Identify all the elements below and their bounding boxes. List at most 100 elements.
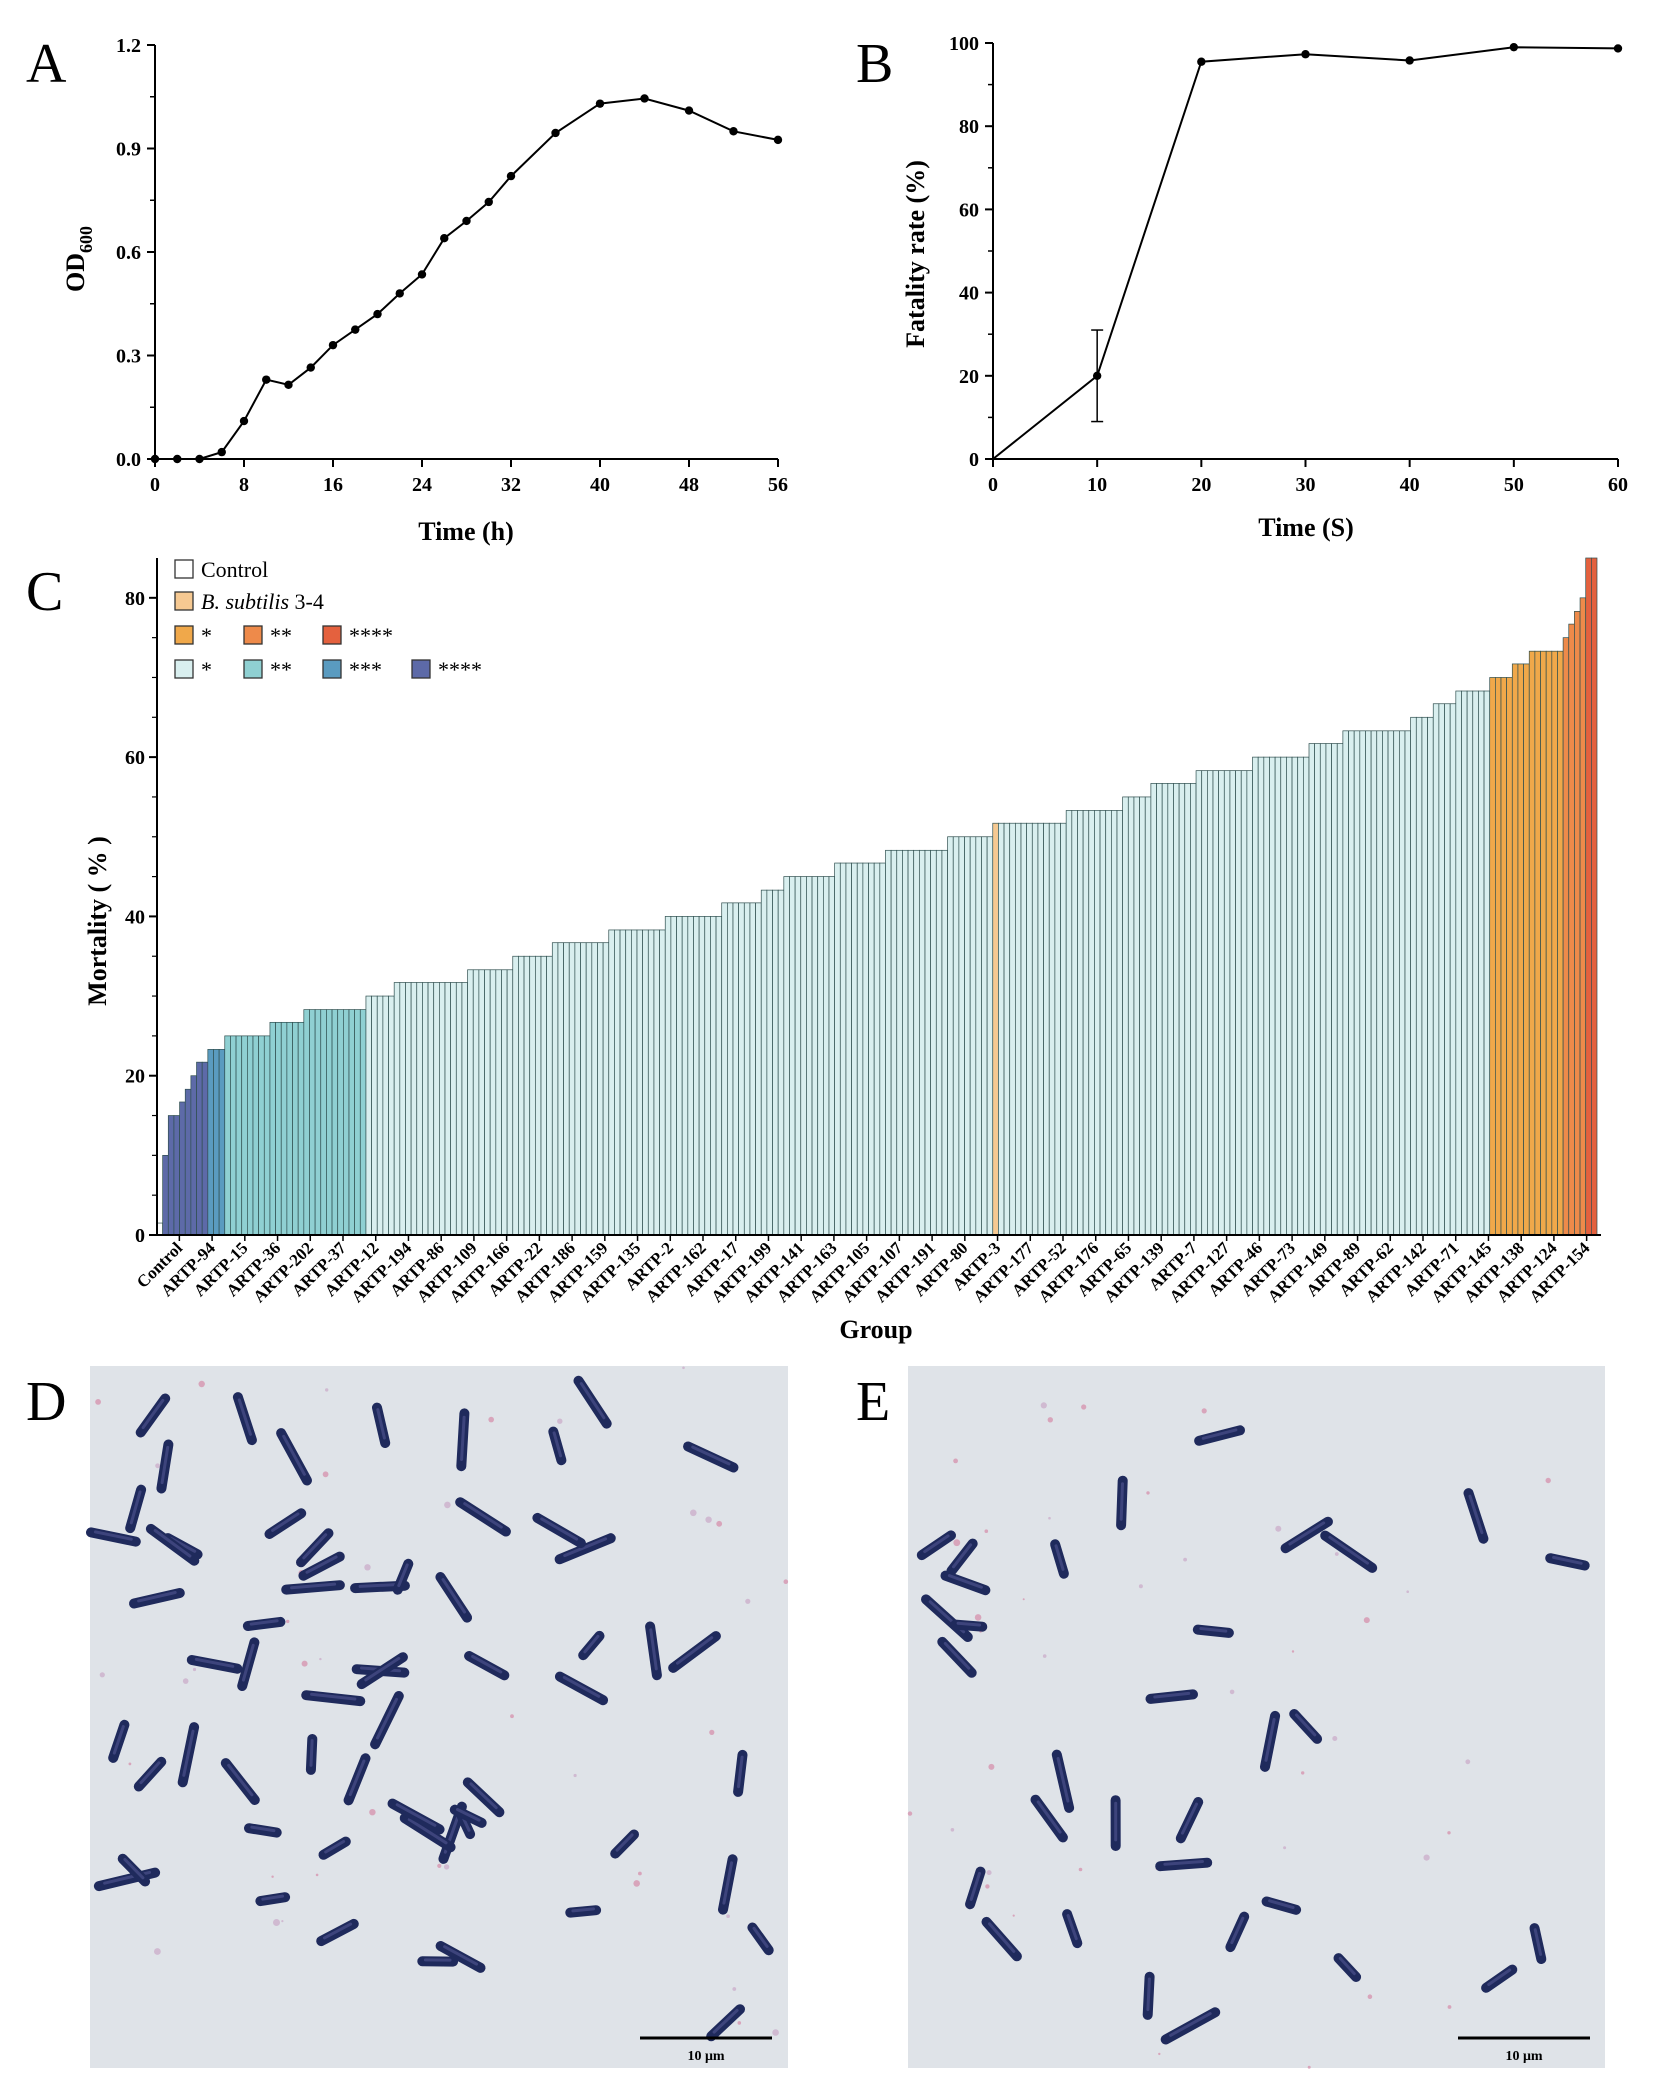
micrograph-d-bacterium-highlight [407, 1818, 448, 1845]
bar-down1 [698, 916, 706, 1236]
micrograph-d-bacterium-highlight [194, 1657, 235, 1668]
panel-c-axes: 020406080ControlARTP-94ARTP-15ARTP-36ART… [125, 558, 1601, 1306]
micrograph-e-bacterium-highlight [1268, 1899, 1295, 1909]
legend-entry-6: ** [270, 657, 292, 682]
bar-down2 [354, 1009, 361, 1236]
micrograph-e-bacterium-highlight [1054, 1544, 1065, 1571]
bar-down1 [444, 982, 452, 1236]
bar-down2 [309, 1009, 316, 1236]
bar-up1 [1494, 677, 1502, 1236]
panel-a-x-tick-label: 24 [412, 474, 432, 496]
bar-down1 [783, 876, 790, 1236]
bar-down2 [241, 1035, 248, 1236]
panel-b-series [992, 42, 1623, 460]
bar-down1 [732, 902, 740, 1236]
micrograph-e-debris [953, 1458, 958, 1464]
bar-down1 [1037, 822, 1044, 1236]
bar-down1 [659, 929, 666, 1236]
bar-down1 [981, 836, 988, 1236]
panel-b-data-point [1613, 44, 1623, 53]
panel-b-x-axis-title: Time (S) [1258, 513, 1354, 542]
panel-letter-d: D [26, 1371, 66, 1433]
micrograph-d-debris [322, 1471, 329, 1478]
panel-a-x-tick-label: 16 [323, 474, 343, 496]
micrograph-d-bacterium-highlight [441, 1578, 466, 1614]
micrograph-e-bacterium-highlight [1066, 1914, 1078, 1941]
bar-down1 [958, 836, 965, 1236]
micrograph-d-bacterium-highlight [182, 1729, 195, 1777]
bar-down1 [1094, 810, 1101, 1236]
bar-down1 [710, 916, 717, 1236]
bar-down1 [614, 929, 621, 1236]
bar-down1 [647, 929, 655, 1236]
bar-down1 [467, 969, 474, 1236]
bar-down2 [275, 1021, 282, 1236]
panel-d-micrograph: D 10 μm [26, 1366, 789, 2068]
bar-down1 [896, 849, 903, 1236]
bar-down1 [918, 849, 926, 1236]
micrograph-e-debris [1040, 1402, 1047, 1409]
bar-down1 [726, 902, 734, 1236]
bar-up4 [1590, 557, 1598, 1236]
micrograph-d-bacterium-highlight [302, 1533, 328, 1560]
panel-b-x-tick-label: 40 [1400, 474, 1420, 496]
bar-down4 [184, 1088, 192, 1236]
legend-swatch-up4 [322, 625, 342, 645]
micrograph-d-bacterium-highlight [571, 1907, 595, 1913]
micrograph-d-debris [745, 1598, 751, 1604]
bar-down1 [856, 862, 864, 1236]
legend-swatch-control [174, 559, 194, 579]
bar-down1 [1173, 783, 1180, 1236]
micrograph-d-debris [705, 1516, 712, 1523]
panel-e-micrograph: E 10 μm [856, 1366, 1605, 2069]
bar-down1 [755, 902, 762, 1236]
micrograph-d-debris [732, 1987, 737, 1991]
panel-b-y-tick-label: 80 [959, 116, 979, 138]
micrograph-e-debris [1078, 1867, 1083, 1872]
bar-down1 [410, 982, 418, 1236]
legend-swatch-up2 [243, 625, 263, 645]
legend-entry-text: ** [270, 623, 292, 648]
panel-a-y-axis-title-main: OD [61, 253, 90, 292]
bar-down1 [1206, 770, 1214, 1236]
micrograph-e-bacterium-highlight [943, 1642, 971, 1670]
bar-down1 [1274, 756, 1282, 1236]
micrograph-d-bacterium-highlight [722, 1861, 734, 1905]
micrograph-d-bacterium-highlight [250, 1825, 276, 1833]
micrograph-d-bacterium-highlight [540, 1517, 579, 1541]
micrograph-e-debris [1447, 2005, 1452, 2009]
micrograph-d-bacterium-highlight [123, 1858, 145, 1880]
bar-down2 [343, 1009, 350, 1236]
micrograph-d-debris [488, 1416, 495, 1423]
micrograph-d-bacterium-highlight [460, 1415, 466, 1461]
bar-down4 [201, 1061, 209, 1236]
bar-down1 [512, 955, 519, 1236]
bar-down2 [297, 1021, 305, 1236]
panel-c-y-tick-label: 60 [125, 747, 145, 769]
micrograph-d-debris [737, 2021, 742, 2025]
bar-down1 [1201, 770, 1208, 1236]
panel-a-data-point [484, 197, 493, 207]
panel-a-data-point [684, 106, 694, 115]
bar-down1 [1478, 690, 1485, 1236]
micrograph-d-debris [772, 2029, 779, 2036]
micrograph-d-bacterium-highlight [583, 1634, 600, 1654]
micrograph-e-debris [1047, 1417, 1054, 1423]
bar-down1 [625, 929, 632, 1236]
bar-down1 [1003, 822, 1011, 1236]
bar-down1 [365, 995, 372, 1236]
panel-a-data-point [640, 94, 649, 103]
panel-a-x-axis-title: Time (h) [418, 517, 514, 546]
bar-down1 [687, 916, 694, 1236]
panel-a-y-axis-title-subscript: 600 [76, 226, 96, 253]
bar-down1 [794, 876, 802, 1236]
legend-swatch-b_subtilis [174, 591, 194, 611]
micrograph-d-bacterium-highlight [752, 1926, 769, 1948]
bar-down3 [218, 1049, 226, 1236]
bar-down1 [1139, 796, 1146, 1236]
bar-down1 [1246, 770, 1253, 1236]
panel-a-x-tick-label: 0 [150, 474, 160, 496]
micrograph-e-bacterium-highlight [1487, 1968, 1512, 1986]
panel-c-y-tick-label: 40 [125, 906, 145, 928]
micrograph-d-bacterium-highlight [241, 1643, 255, 1682]
